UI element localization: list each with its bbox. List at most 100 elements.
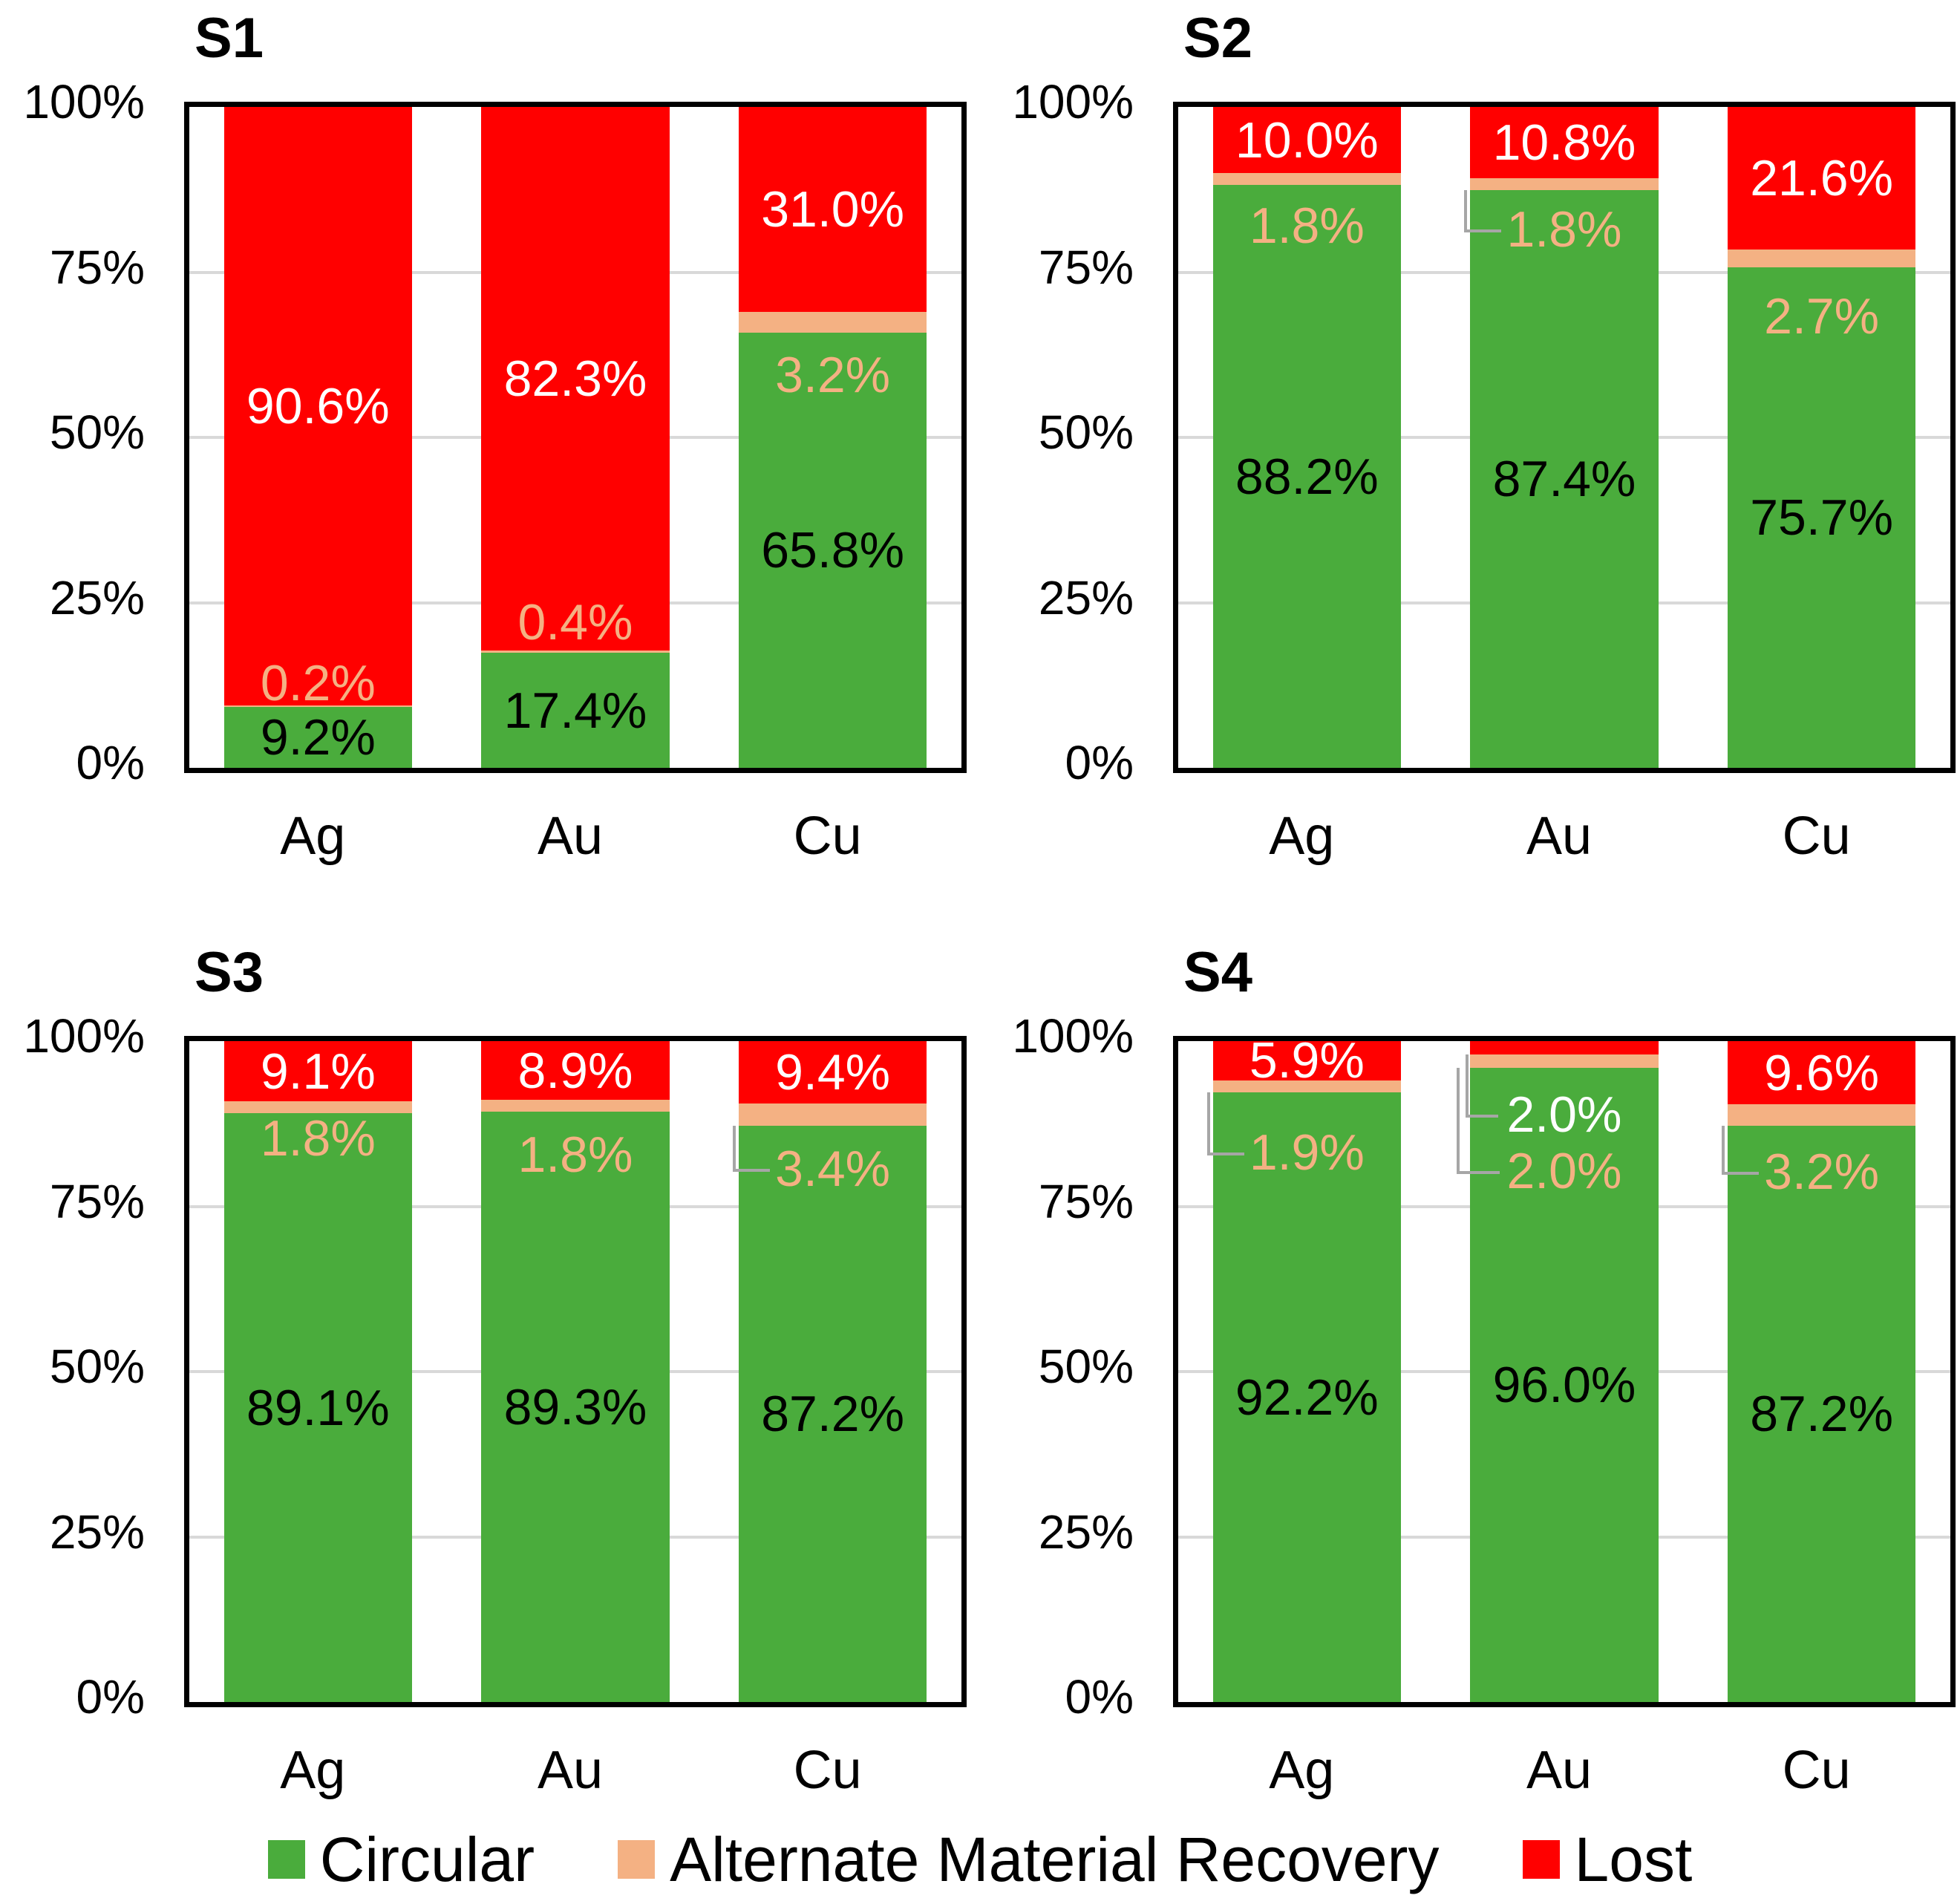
y-axis-tick-label: 25% bbox=[49, 1504, 145, 1559]
segment-circular bbox=[1470, 190, 1659, 768]
bar-slot-au: 89.3% 1.8% 8.9% bbox=[447, 1041, 705, 1702]
label-amr: 3.2% bbox=[1764, 1144, 1880, 1201]
y-axis-tick-label: 0% bbox=[1065, 736, 1134, 789]
bar-slot-au: 87.4% 1.8% 10.8% bbox=[1436, 107, 1693, 768]
segment-circular bbox=[223, 1113, 412, 1702]
segment-lost bbox=[223, 107, 412, 706]
bar-group-cu: 65.8% 3.2% 31.0% bbox=[739, 107, 927, 768]
chart-s3: S3 100% 75% 50% 25% 0% 89.1% 1.8% 9.1% 89.3% 1.8% 8… bbox=[0, 942, 989, 1870]
x-axis-tick-label-cu: Cu bbox=[1782, 1741, 1851, 1800]
segment-circular bbox=[1470, 1067, 1659, 1702]
bar-slot-cu: 87.2% 3.4% 9.4% bbox=[704, 1041, 961, 1702]
label-amr: 1.8% bbox=[1249, 198, 1365, 255]
segment-lost bbox=[1728, 107, 1916, 250]
label-lost: 9.4% bbox=[775, 1043, 891, 1101]
bar-group-cu: 87.2% 3.2% 9.6% bbox=[1722, 1041, 1916, 1702]
label-lost: 8.9% bbox=[517, 1042, 633, 1099]
x-axis-tick-label-ag: Ag bbox=[280, 1741, 346, 1800]
bar-slot-ag: 92.2% 1.9% 5.9% bbox=[1178, 1035, 1436, 1702]
segment-circular bbox=[223, 707, 412, 768]
segment-amr bbox=[1470, 178, 1659, 191]
label-circular: 89.3% bbox=[503, 1378, 647, 1435]
y-axis-tick-label: 75% bbox=[49, 1174, 145, 1228]
chart-title: S1 bbox=[195, 7, 264, 70]
segment-amr bbox=[1212, 1080, 1401, 1093]
y-axis-tick-label: 25% bbox=[1038, 570, 1134, 625]
label-amr: 1.9% bbox=[1249, 1124, 1365, 1181]
bar-slot-ag: 88.2% 1.8% 10.0% bbox=[1178, 107, 1436, 768]
segment-circular bbox=[1212, 1092, 1401, 1702]
leader-line bbox=[1722, 1125, 1760, 1176]
segment-circular bbox=[481, 1112, 670, 1702]
bar-slot-ag: 89.1% 1.8% 9.1% bbox=[189, 1041, 447, 1702]
label-amr: 3.2% bbox=[775, 347, 891, 404]
leader-line bbox=[1206, 1092, 1244, 1156]
label-lost: 10.0% bbox=[1235, 111, 1379, 169]
segment-lost bbox=[481, 107, 670, 651]
y-axis-tick-label: 100% bbox=[1012, 1009, 1134, 1063]
x-axis-tick-label-cu: Cu bbox=[793, 806, 862, 866]
x-axis-tick-label-cu: Cu bbox=[1782, 806, 1851, 866]
chart-s1: S1 100% 75% 50% 25% 0% 9.2% 0.2% 90.6% 17.4% 0.4% 8… bbox=[0, 7, 989, 936]
label-lost: 90.6% bbox=[246, 378, 390, 435]
segment-circular bbox=[739, 1125, 927, 1702]
label-circular: 75.7% bbox=[1750, 489, 1894, 547]
bar-group-ag: 88.2% 1.8% 10.0% bbox=[1212, 107, 1401, 768]
label-lost: 21.6% bbox=[1750, 150, 1894, 207]
y-axis-tick-label: 100% bbox=[23, 1009, 145, 1063]
bar-group-ag: 9.2% 0.2% 90.6% bbox=[223, 107, 412, 768]
plot-area: 88.2% 1.8% 10.0% 87.4% 1.8% 10.8% 75.7% 2.7% 21.… bbox=[1173, 102, 1956, 773]
y-axis-tick-label: 100% bbox=[23, 75, 145, 128]
bar-group-au: 17.4% 0.4% 82.3% bbox=[481, 107, 670, 768]
segment-lost bbox=[1212, 1041, 1401, 1080]
y-axis-tick-label: 25% bbox=[1038, 1504, 1134, 1559]
bar-slot-ag: 9.2% 0.2% 90.6% bbox=[189, 107, 447, 768]
y-axis-tick-label: 50% bbox=[1038, 1340, 1134, 1393]
bar-slot-cu: 87.2% 3.2% 9.6% bbox=[1693, 1041, 1950, 1702]
leader-line bbox=[1464, 190, 1502, 232]
label-lost: 5.9% bbox=[1249, 1032, 1365, 1089]
segment-amr bbox=[223, 705, 412, 708]
label-lost: 31.0% bbox=[761, 180, 905, 238]
segment-amr bbox=[223, 1101, 412, 1114]
y-axis-tick-label: 50% bbox=[1038, 405, 1134, 459]
label-circular: 89.1% bbox=[246, 1379, 390, 1436]
segment-lost bbox=[1212, 107, 1401, 173]
x-axis-tick-label-ag: Ag bbox=[280, 806, 346, 866]
leader-line bbox=[733, 1125, 771, 1172]
legend-item-circular: Circular bbox=[267, 1828, 535, 1891]
y-axis-tick-label: 0% bbox=[76, 1670, 146, 1724]
plot-area: 9.2% 0.2% 90.6% 17.4% 0.4% 82.3% 65.8% 3.2% 31.0… bbox=[184, 102, 967, 773]
plot-area: 89.1% 1.8% 9.1% 89.3% 1.8% 8.9% 87.2% 3.4% 9.4% bbox=[184, 1036, 967, 1707]
segment-lost bbox=[481, 1041, 670, 1101]
label-circular: 65.8% bbox=[761, 522, 905, 579]
y-axis-tick-label: 75% bbox=[1038, 240, 1134, 294]
legend-swatch-circular-icon bbox=[267, 1840, 305, 1879]
label-amr: 3.4% bbox=[775, 1140, 891, 1197]
segment-lost bbox=[739, 107, 927, 312]
bar-slot-au: 17.4% 0.4% 82.3% bbox=[447, 107, 705, 768]
label-circular: 92.2% bbox=[1235, 1369, 1379, 1426]
bar-slot-cu: 75.7% 2.7% 21.6% bbox=[1693, 107, 1950, 768]
label-circular: 87.2% bbox=[761, 1385, 905, 1442]
label-lost: 9.1% bbox=[260, 1043, 376, 1100]
label-amr: 1.8% bbox=[517, 1127, 633, 1184]
legend-label: Lost bbox=[1574, 1825, 1693, 1894]
label-amr: 2.7% bbox=[1764, 288, 1880, 345]
segment-amr bbox=[481, 1100, 670, 1112]
legend-item-lost: Lost bbox=[1522, 1825, 1693, 1894]
x-axis-tick-label-ag: Ag bbox=[1269, 806, 1335, 866]
legend-swatch-lost-icon bbox=[1522, 1840, 1560, 1879]
bar-group-ag: 89.1% 1.8% 9.1% bbox=[223, 1041, 412, 1702]
segment-circular bbox=[1212, 185, 1401, 768]
chart-legend: Circular Alternate Material Recovery Lost bbox=[0, 1828, 1960, 1891]
label-circular: 17.4% bbox=[503, 682, 647, 739]
segment-amr bbox=[739, 1103, 927, 1126]
y-axis-tick-label: 0% bbox=[76, 736, 146, 789]
chart-title: S3 bbox=[195, 941, 264, 1004]
x-axis-tick-label-au: Au bbox=[537, 1741, 604, 1800]
segment-circular bbox=[481, 653, 670, 768]
chart-s4: S4 100% 75% 50% 25% 0% 92.2% 1.9% 5.9% 96.0% 2.0% 2… bbox=[989, 942, 1960, 1870]
y-axis-tick-label: 50% bbox=[49, 405, 145, 459]
